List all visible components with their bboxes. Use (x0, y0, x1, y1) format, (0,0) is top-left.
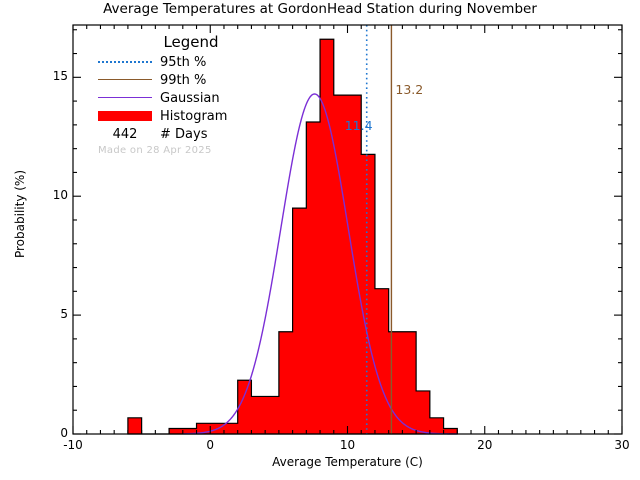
x-tick-label: -10 (63, 438, 83, 452)
legend-label-99th: 99th % (160, 72, 207, 88)
axis-ticks (72, 25, 623, 435)
x-tick-label: 20 (477, 438, 493, 452)
chart-title: Average Temperatures at GordonHead Stati… (103, 1, 537, 17)
y-tick-label: 15 (52, 69, 68, 84)
curve-line-icon (96, 91, 154, 105)
legend: Legend 95th % 99th % Gaussian Histogram … (96, 33, 306, 156)
legend-item-95th: 95th % (96, 53, 306, 71)
percentile-99-annotation: 13.2 (395, 82, 424, 97)
y-axis-label: Probability (%) (13, 170, 27, 259)
footnote-made-on: Made on 28 Apr 2025 (98, 145, 212, 156)
x-tick-label: 0 (206, 438, 215, 452)
day-count-value: 442 (112, 126, 138, 142)
day-count-label: # Days (160, 126, 208, 142)
legend-item-99th: 99th % (96, 71, 306, 89)
y-tick-label: 10 (52, 188, 68, 203)
y-tick-label: 5 (60, 307, 68, 322)
legend-label-95th: 95th % (160, 54, 207, 70)
legend-item-histogram: Histogram (96, 107, 306, 125)
x-tick-label: 30 (614, 438, 630, 452)
y-tick-label: 0 (60, 426, 68, 440)
legend-title: Legend (163, 33, 219, 51)
legend-label-gaussian: Gaussian (160, 90, 220, 106)
gaussian-curve (182, 93, 458, 435)
histogram-bars (127, 38, 458, 435)
legend-label-histogram: Histogram (160, 108, 228, 124)
legend-item-days: 442 # Days (96, 125, 306, 143)
x-tick-label: 10 (339, 438, 356, 452)
percentile-95-annotation: 11.4 (344, 118, 373, 133)
solid-line-icon (96, 73, 154, 87)
x-axis-label: Average Temperature (C) (272, 455, 423, 469)
legend-item-gaussian: Gaussian (96, 89, 306, 107)
swatch-icon (96, 109, 154, 123)
dotted-line-icon (96, 55, 154, 69)
